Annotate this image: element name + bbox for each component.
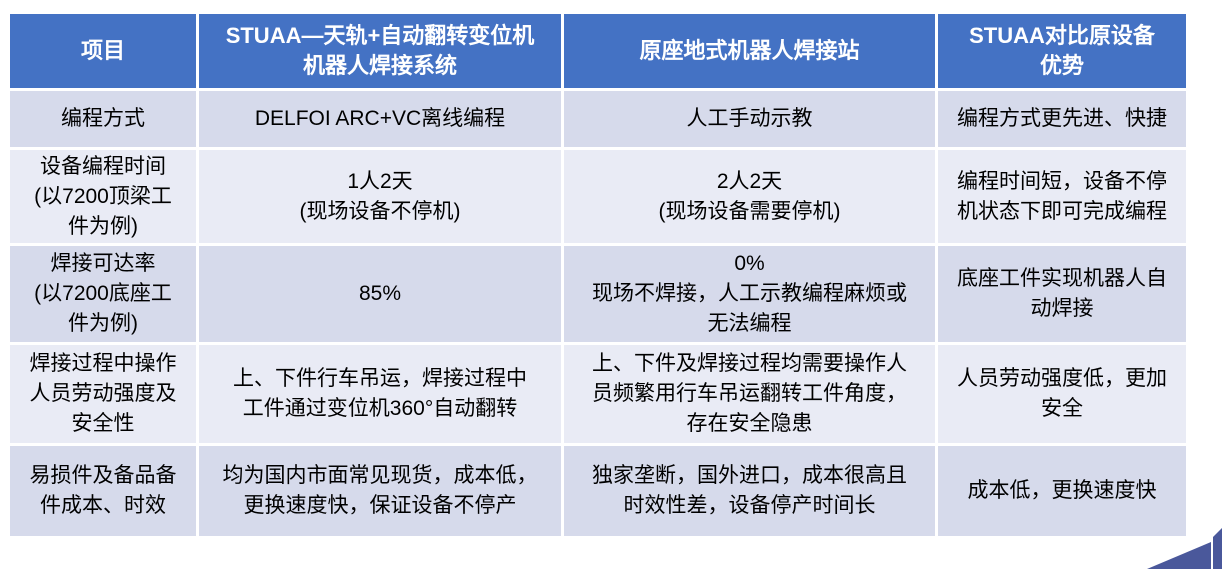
- row-label: 焊接可达率 (以7200底座工 件为例): [10, 246, 196, 342]
- table-cell: 独家垄断，国外进口，成本很高且 时效性差，设备停产时间长: [564, 446, 935, 536]
- corner-decoration-sliver: [1213, 528, 1222, 569]
- table-cell: 均为国内市面常见现货，成本低， 更换速度快，保证设备不停产: [199, 446, 561, 536]
- table-cell: 编程方式更先进、快捷: [938, 91, 1186, 147]
- table-cell: 2人2天 (现场设备需要停机): [564, 150, 935, 243]
- table-cell: 底座工件实现机器人自 动焊接: [938, 246, 1186, 342]
- row-label: 设备编程时间 (以7200顶梁工 件为例): [10, 150, 196, 243]
- comparison-table: 项目 STUAA—天轨+自动翻转变位机 机器人焊接系统 原座地式机器人焊接站 S…: [7, 11, 1189, 539]
- table-row-labor-safety: 焊接过程中操作 人员劳动强度及 安全性 上、下件行车吊运，焊接过程中 工件通过变…: [10, 345, 1186, 443]
- table-cell: 成本低，更换速度快: [938, 446, 1186, 536]
- table-cell: 上、下件行车吊运，焊接过程中 工件通过变位机360°自动翻转: [199, 345, 561, 443]
- table-header-row: 项目 STUAA—天轨+自动翻转变位机 机器人焊接系统 原座地式机器人焊接站 S…: [10, 14, 1186, 88]
- table-cell: 1人2天 (现场设备不停机): [199, 150, 561, 243]
- table-row-weld-reachability: 焊接可达率 (以7200底座工 件为例) 85% 0% 现场不焊接，人工示教编程…: [10, 246, 1186, 342]
- corner-decoration-wedge: [1147, 542, 1211, 569]
- column-header-item: 项目: [10, 14, 196, 88]
- table-cell: 85%: [199, 246, 561, 342]
- table-cell: DELFOI ARC+VC离线编程: [199, 91, 561, 147]
- table-cell: 人工手动示教: [564, 91, 935, 147]
- column-header-advantage: STUAA对比原设备 优势: [938, 14, 1186, 88]
- table-row-programming-time: 设备编程时间 (以7200顶梁工 件为例) 1人2天 (现场设备不停机) 2人2…: [10, 150, 1186, 243]
- row-label: 编程方式: [10, 91, 196, 147]
- table-cell: 0% 现场不焊接，人工示教编程麻烦或 无法编程: [564, 246, 935, 342]
- row-label: 易损件及备品备 件成本、时效: [10, 446, 196, 536]
- column-header-original-station: 原座地式机器人焊接站: [564, 14, 935, 88]
- table-row-programming-method: 编程方式 DELFOI ARC+VC离线编程 人工手动示教 编程方式更先进、快捷: [10, 91, 1186, 147]
- table-cell: 上、下件及焊接过程均需要操作人 员频繁用行车吊运翻转工件角度， 存在安全隐患: [564, 345, 935, 443]
- row-label: 焊接过程中操作 人员劳动强度及 安全性: [10, 345, 196, 443]
- table-row-spare-parts-cost: 易损件及备品备 件成本、时效 均为国内市面常见现货，成本低， 更换速度快，保证设…: [10, 446, 1186, 536]
- table-cell: 人员劳动强度低，更加 安全: [938, 345, 1186, 443]
- column-header-stuaa-system: STUAA—天轨+自动翻转变位机 机器人焊接系统: [199, 14, 561, 88]
- table-cell: 编程时间短，设备不停 机状态下即可完成编程: [938, 150, 1186, 243]
